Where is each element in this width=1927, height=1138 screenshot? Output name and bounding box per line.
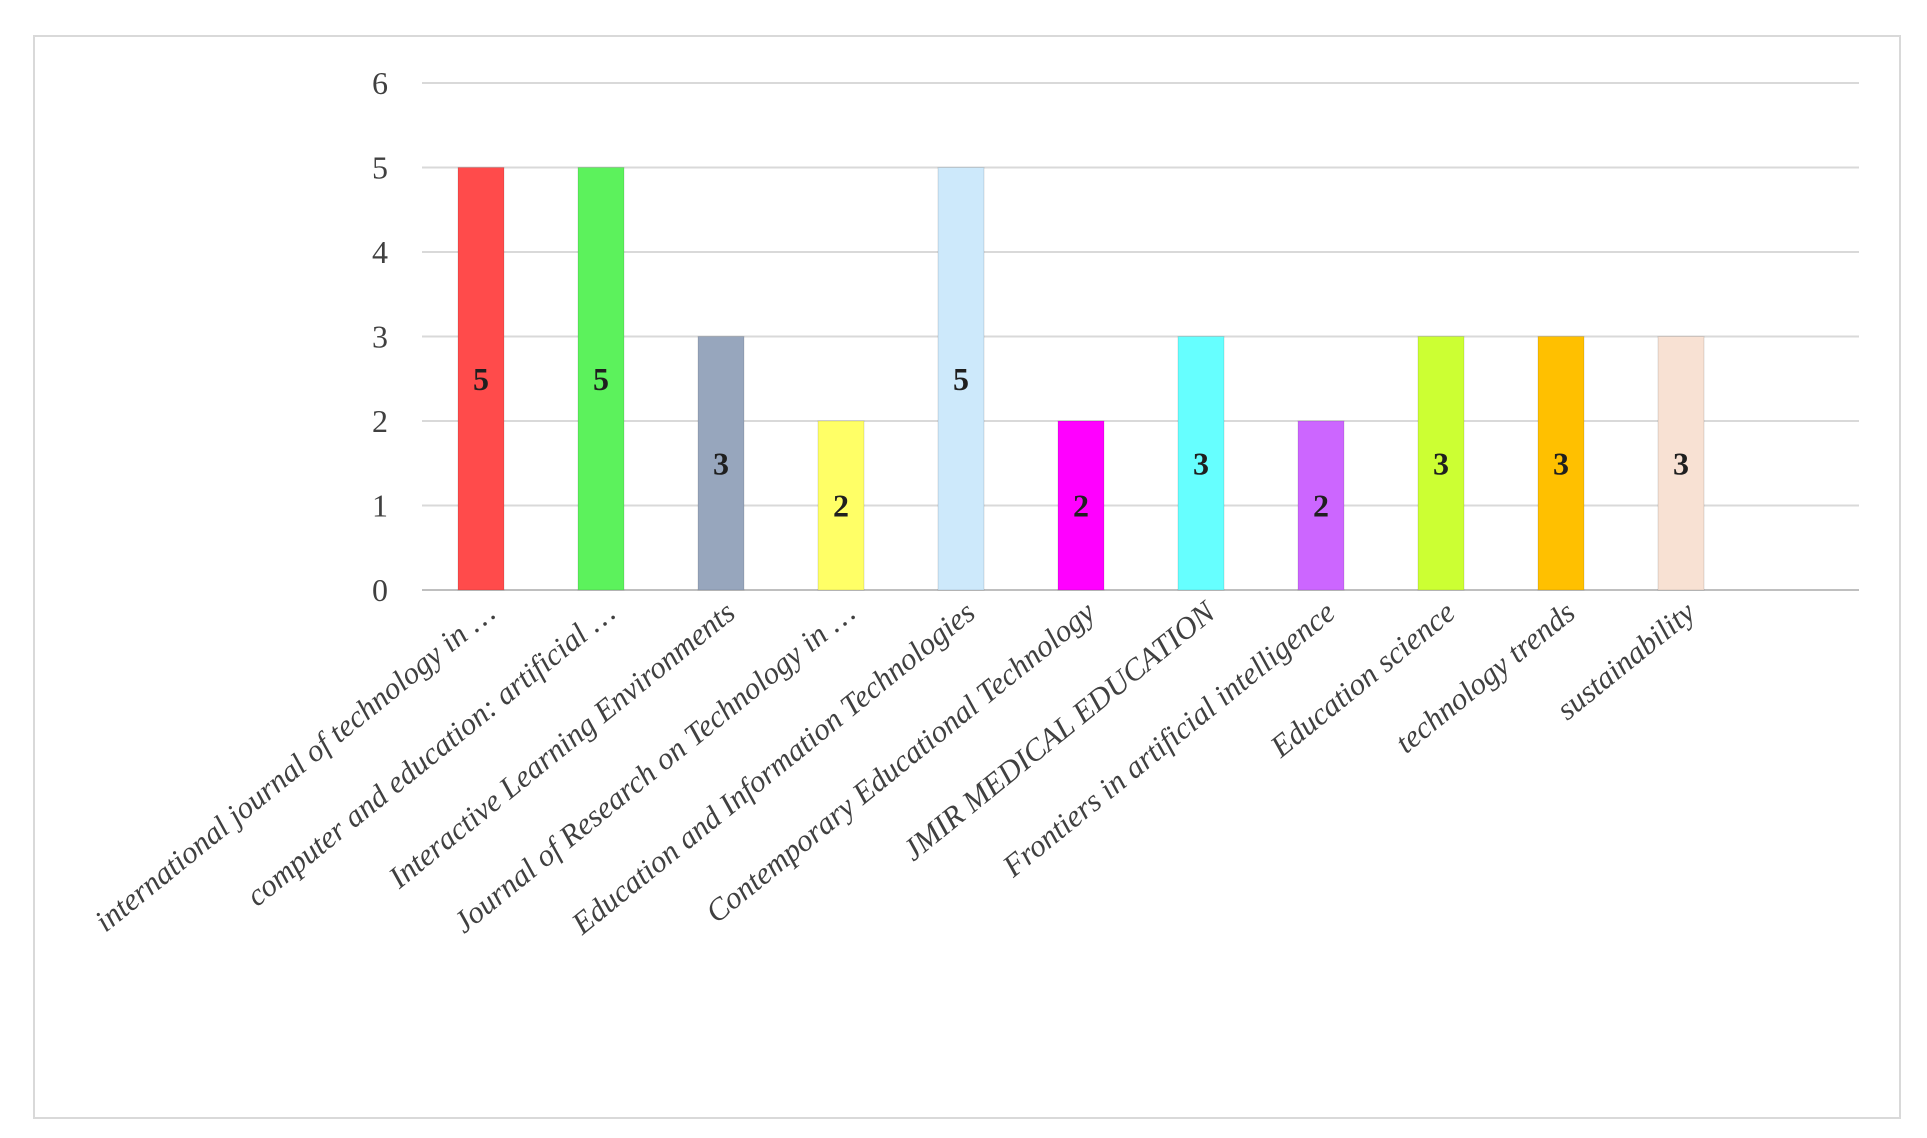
y-tick-label: 0 [372, 572, 388, 608]
data-label: 5 [953, 361, 969, 397]
data-label: 3 [1673, 445, 1689, 481]
y-tick-label: 4 [372, 234, 388, 270]
data-label: 3 [1553, 445, 1569, 481]
bar [1177, 336, 1225, 591]
bar [697, 336, 745, 591]
bar [577, 167, 625, 591]
data-labels: 5 5 3 2 5 2 3 2 3 3 3 [473, 361, 1689, 524]
bar [1537, 336, 1585, 591]
data-label: 5 [473, 361, 489, 397]
bar-chart: 0 1 2 3 4 5 6 5 5 3 2 5 2 3 2 3 3 3 international journa… [88, 65, 1859, 942]
chart-frame: 0 1 2 3 4 5 6 5 5 3 2 5 2 3 2 3 3 3 international journa… [33, 35, 1901, 1119]
data-label: 2 [1073, 488, 1089, 524]
y-axis-ticks: 0 1 2 3 4 5 6 [372, 65, 388, 608]
bar [1057, 420, 1105, 591]
y-tick-label: 3 [372, 319, 388, 355]
x-axis-ticks: international journal of technology in …… [88, 593, 1702, 942]
data-label: 3 [1433, 445, 1449, 481]
y-tick-label: 2 [372, 403, 388, 439]
bar [937, 167, 985, 591]
y-tick-label: 5 [372, 150, 388, 186]
bar [1657, 336, 1705, 591]
bar [1297, 420, 1345, 591]
data-label: 3 [713, 445, 729, 481]
bars [457, 167, 1705, 591]
y-tick-label: 1 [372, 488, 388, 524]
bar [817, 420, 865, 591]
gridlines [422, 82, 1859, 591]
bar [457, 167, 505, 591]
data-label: 5 [593, 361, 609, 397]
y-tick-label: 6 [372, 65, 388, 101]
data-label: 3 [1193, 445, 1209, 481]
data-label: 2 [1313, 488, 1329, 524]
bar [1417, 336, 1465, 591]
data-label: 2 [833, 488, 849, 524]
